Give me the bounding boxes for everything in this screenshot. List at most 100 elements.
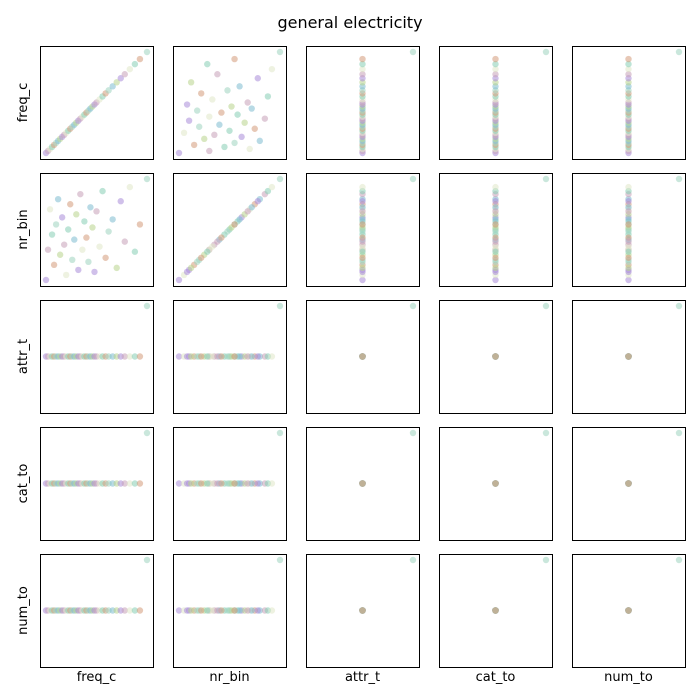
panel-nr_bin-vs-cat_to	[439, 173, 553, 287]
scatter-point	[105, 87, 112, 94]
scatter-point	[236, 353, 243, 360]
scatter-point	[102, 254, 109, 261]
scatter-point	[675, 48, 683, 56]
panel-cat_to-vs-num_to	[572, 427, 686, 541]
scatter-point	[214, 480, 221, 487]
scatter-point	[246, 145, 253, 153]
scatter-point	[625, 264, 632, 272]
scatter-point	[542, 556, 550, 564]
scatter-point	[409, 302, 417, 310]
scatter-point	[276, 48, 284, 56]
scatter-point	[136, 353, 144, 360]
scatter-point	[675, 429, 683, 437]
scatter-point	[216, 121, 223, 128]
scatter-point	[675, 556, 683, 564]
scatter-point	[625, 65, 632, 73]
scatter-point	[359, 264, 366, 272]
scatter-point	[187, 353, 195, 360]
scatter-point	[136, 480, 144, 487]
scatter-point	[492, 353, 499, 360]
scatter-point	[625, 353, 632, 360]
panel-cat_to-vs-cat_to	[439, 427, 553, 541]
scatter-point	[214, 71, 221, 78]
column-label-attr_t: attr_t	[345, 670, 380, 685]
scatter-point	[71, 236, 78, 243]
scatter-point	[143, 175, 151, 183]
scatter-point	[492, 71, 499, 78]
scatter-point	[244, 480, 251, 487]
scatter-point	[201, 135, 208, 143]
scatter-point	[231, 607, 238, 614]
scatter-point	[226, 127, 233, 134]
scatter-point	[492, 607, 499, 614]
scatter-point	[131, 353, 139, 360]
scatter-point	[87, 204, 94, 211]
scatter-point	[231, 221, 238, 228]
scatter-point	[187, 607, 195, 614]
scatter-point	[492, 238, 499, 245]
panel-freq_c-vs-attr_t	[306, 46, 420, 160]
scatter-point	[276, 556, 284, 564]
scatter-point	[244, 99, 251, 106]
scatter-point	[175, 149, 183, 157]
scatter-point	[359, 228, 366, 235]
scatter-point	[492, 55, 499, 63]
scatter-point	[359, 248, 366, 255]
scatter-point	[625, 216, 632, 223]
scatter-point	[492, 264, 499, 272]
scatter-point	[193, 258, 201, 266]
column-label-cat_to: cat_to	[476, 670, 516, 685]
scatter-point	[224, 480, 231, 487]
scatter-point	[675, 175, 683, 183]
scatter-point	[231, 139, 238, 147]
scatter-point	[209, 96, 216, 103]
panel-num_to-vs-freq_c	[40, 554, 154, 668]
panel-frame	[40, 173, 154, 287]
scatter-point	[221, 143, 228, 151]
scatter-point	[126, 65, 134, 73]
scatter-point	[89, 224, 96, 231]
chart-title: general electricity	[277, 13, 422, 32]
scatter-point	[625, 607, 632, 614]
panel-cat_to-vs-attr_t	[306, 427, 420, 541]
scatter-point	[204, 248, 211, 255]
scatter-point	[492, 254, 499, 261]
scatter-point	[492, 221, 499, 228]
scatter-point	[276, 429, 284, 437]
scatter-point	[542, 48, 550, 56]
column-label-freq_c: freq_c	[77, 670, 117, 685]
scatter-point	[224, 607, 231, 614]
scatter-point	[73, 211, 80, 218]
scatter-point	[492, 183, 499, 191]
panel-nr_bin-vs-attr_t	[306, 173, 420, 287]
scatter-point	[218, 234, 225, 241]
scatter-point	[625, 198, 632, 205]
scatter-point	[359, 65, 366, 73]
scatter-point	[131, 60, 139, 68]
scatter-point	[183, 268, 191, 276]
scatter-point	[625, 243, 632, 250]
scatter-point	[264, 93, 272, 100]
scatter-point	[206, 113, 213, 120]
panel-grid: freq_c nr_bin attr_t cat_to num_to freq_c nr_b…	[16, 46, 686, 685]
scatter-point	[198, 90, 205, 97]
scatter-point	[244, 607, 251, 614]
scatter-point	[131, 480, 139, 487]
scatter-point	[625, 480, 632, 487]
scatter-point	[131, 248, 139, 255]
scatter-point	[91, 268, 98, 276]
scatter-point	[198, 480, 205, 487]
scatter-point	[180, 129, 188, 136]
scatter-point	[254, 198, 261, 205]
scatter-point	[276, 302, 284, 310]
scatter-point	[113, 264, 120, 272]
scatter-point	[121, 607, 128, 614]
scatter-point	[625, 248, 632, 255]
panel-attr_t-vs-cat_to	[439, 300, 553, 414]
scatter-point	[187, 264, 195, 272]
scatter-point	[143, 429, 151, 437]
scatter-point	[185, 117, 193, 124]
scatter-point	[492, 198, 499, 205]
scatter-point	[109, 83, 116, 90]
scatter-point	[359, 254, 366, 261]
